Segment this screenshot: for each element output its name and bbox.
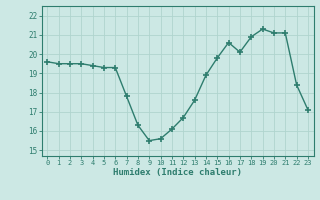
X-axis label: Humidex (Indice chaleur): Humidex (Indice chaleur) — [113, 168, 242, 177]
